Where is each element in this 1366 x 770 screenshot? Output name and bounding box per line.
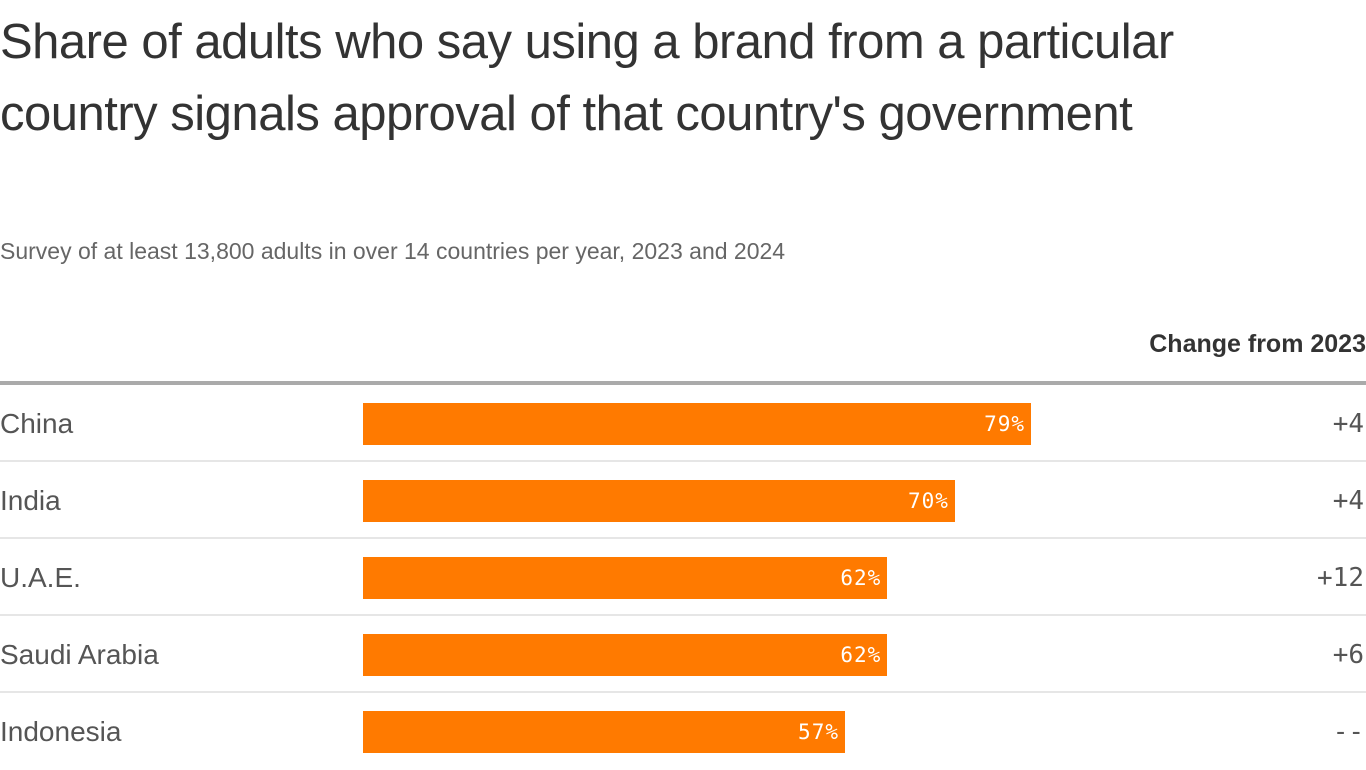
- change-value: --: [1332, 717, 1364, 747]
- bar: 79%: [363, 403, 1032, 445]
- bar: 62%: [363, 634, 888, 676]
- table-row: Indonesia 57% --: [0, 693, 1366, 770]
- bar-rows: China 79% +4 India 70% +4 U.A.E. 62% +12 Saudi Ar…: [0, 385, 1366, 770]
- table-row: India 70% +4: [0, 462, 1366, 539]
- bar: 70%: [363, 480, 955, 522]
- change-value: +4: [1332, 486, 1364, 516]
- category-label: Indonesia: [0, 716, 122, 747]
- category-label: China: [0, 408, 74, 439]
- change-value: +4: [1332, 409, 1364, 439]
- category-label: U.A.E.: [0, 562, 81, 593]
- change-value: +12: [1317, 563, 1364, 593]
- data-label: 62%: [840, 566, 882, 590]
- table-row: China 79% +4: [0, 385, 1366, 462]
- data-label: 70%: [907, 489, 949, 513]
- data-label: 62%: [840, 643, 882, 667]
- chart-title: Share of adults who say using a brand fr…: [0, 15, 1174, 141]
- bar: 62%: [363, 557, 888, 599]
- change-value: +6: [1332, 640, 1364, 670]
- data-label: 79%: [984, 412, 1026, 436]
- category-label: India: [0, 485, 61, 516]
- bar: 57%: [363, 711, 845, 753]
- category-label: Saudi Arabia: [0, 639, 159, 670]
- table-row: U.A.E. 62% +12: [0, 539, 1366, 616]
- table-row: Saudi Arabia 62% +6: [0, 616, 1366, 693]
- change-column-header: Change from 2023: [1149, 330, 1366, 358]
- header-rule: [0, 381, 1366, 385]
- data-label: 57%: [798, 720, 839, 744]
- chart-subtitle: Survey of at least 13,800 adults in over…: [0, 238, 786, 264]
